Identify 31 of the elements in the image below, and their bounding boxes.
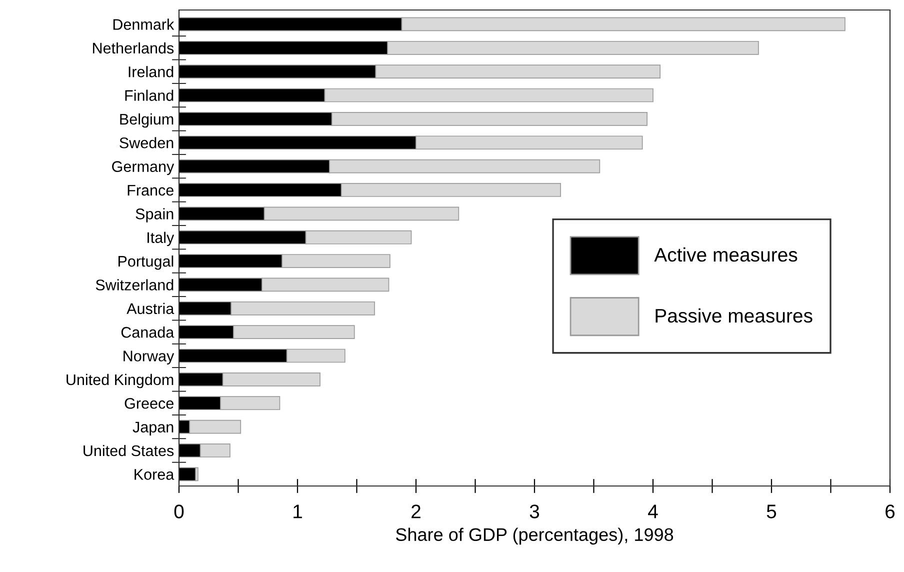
y-tick-label: Sweden [120,137,174,148]
y-tick-label: United States [84,444,174,456]
x-tick-label: 5 [766,504,776,518]
legend-label: Passive measures [656,308,812,323]
y-tick-label: Netherlands [93,42,174,54]
y-tick-label: Switzerland [96,279,174,290]
x-axis-title: Share of GDP (percentages), 1998 [396,528,674,545]
legend-label: Active measures [654,247,798,262]
x-tick-label: 2 [412,504,420,518]
y-tick-label: Belgium [120,113,174,128]
y-tick-label: France [128,185,174,196]
y-tick-label: Germany [112,161,174,176]
x-tick-label: 4 [648,504,658,518]
y-tick-label: Ireland [128,66,174,78]
y-tick-label: United Kingdom [66,374,174,388]
y-tick-label: Japan [132,422,174,436]
x-tick-label: 1 [294,504,302,518]
x-tick-label: 6 [886,504,895,518]
x-tick-label: 0 [174,504,184,518]
y-tick-label: Austria [126,302,174,314]
y-tick-label: Canada [121,326,174,338]
y-tick-label: Norway [124,350,174,364]
y-tick-label: Italy [148,232,174,246]
y-tick-label: Greece [124,398,174,409]
bar [179,467,196,482]
y-tick-label: Portugal [118,255,174,270]
y-tick-label: Finland [125,90,174,101]
x-tick-label: 3 [530,504,540,518]
y-tick-label: Spain [136,208,174,222]
y-tick-label: Korea [134,469,174,480]
y-tick-label: Denmark [113,18,174,30]
